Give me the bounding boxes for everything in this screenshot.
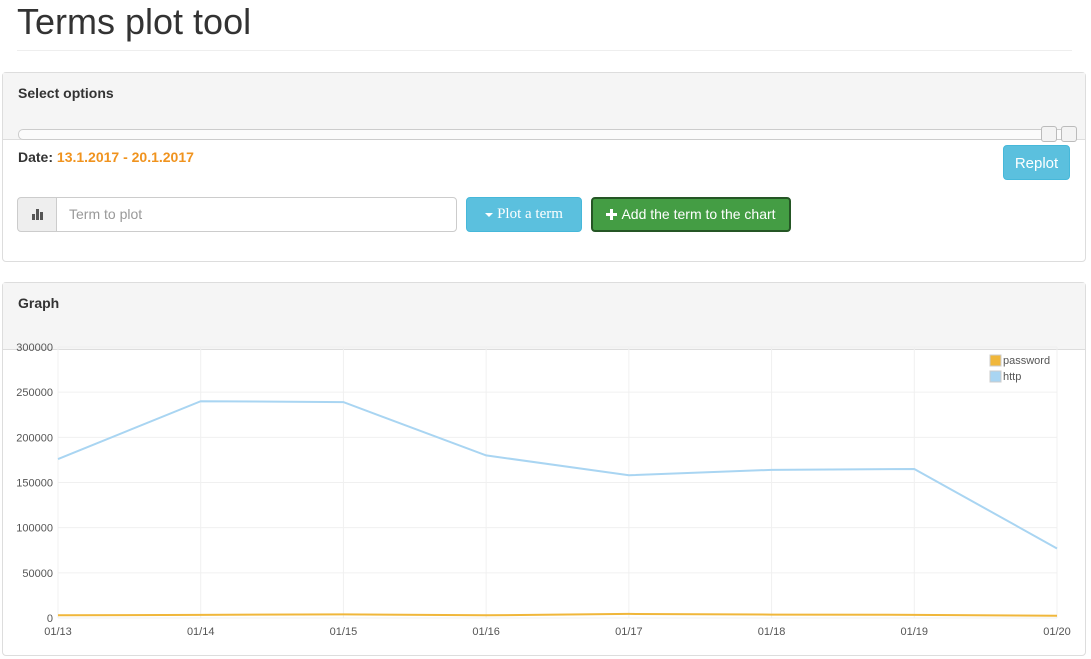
replot-button[interactable]: Replot [1003, 145, 1070, 180]
graph-panel: Graph [2, 282, 1086, 656]
x-tick-label: 01/18 [758, 626, 786, 638]
x-tick-label: 01/20 [1043, 626, 1071, 638]
slider-handle[interactable] [1041, 126, 1057, 142]
chart-icon [32, 209, 43, 220]
x-tick-label: 01/17 [615, 626, 643, 638]
legend-label: http [1003, 371, 1021, 383]
panel-heading: Graph [3, 283, 1085, 350]
add-button-label: Add the term to the chart [621, 206, 776, 222]
x-tick-label: 01/13 [44, 626, 72, 638]
legend-swatch [989, 354, 1002, 367]
date-range: 13.1.2017 - 20.1.2017 [56, 149, 194, 165]
x-tick-label: 01/14 [187, 626, 215, 638]
options-panel: Select options Date: 13.1.2017 - 20.1.20… [2, 72, 1086, 262]
legend-swatch [989, 370, 1002, 383]
term-input[interactable]: Term to plot [56, 197, 457, 232]
y-tick-label: 250000 [16, 387, 53, 399]
series-line [57, 612, 1058, 617]
caret-icon [485, 212, 494, 217]
x-tick-label: 01/15 [330, 626, 358, 638]
y-tick-label: 200000 [16, 432, 53, 444]
slider-handle[interactable] [1061, 126, 1077, 142]
divider [17, 50, 1072, 51]
series-line [57, 400, 1058, 550]
date-row: Date: 13.1.2017 - 20.1.2017 [18, 149, 194, 165]
y-tick-label: 300000 [16, 342, 53, 354]
legend-label: password [1003, 355, 1050, 367]
date-slider[interactable] [18, 129, 1076, 140]
add-button[interactable]: Add the term to the chart [591, 197, 791, 232]
y-tick-label: 100000 [16, 523, 53, 535]
input-addon [17, 197, 57, 232]
page-title: Terms plot tool [17, 1, 252, 42]
y-tick-label: 50000 [22, 568, 53, 580]
x-tick-label: 01/16 [472, 626, 500, 638]
plus-icon [606, 209, 618, 220]
plot-button-label: Plot a term [497, 206, 563, 222]
chart: 0 50000 100000 150000 200000 250000 300000 01/1… [16, 342, 1071, 638]
y-tick-label: 0 [47, 613, 53, 625]
plot-button[interactable]: Plot a term [466, 197, 582, 232]
x-tick-label: 01/19 [901, 626, 929, 638]
y-tick-label: 150000 [16, 478, 53, 490]
date-label: Date: [18, 149, 54, 165]
